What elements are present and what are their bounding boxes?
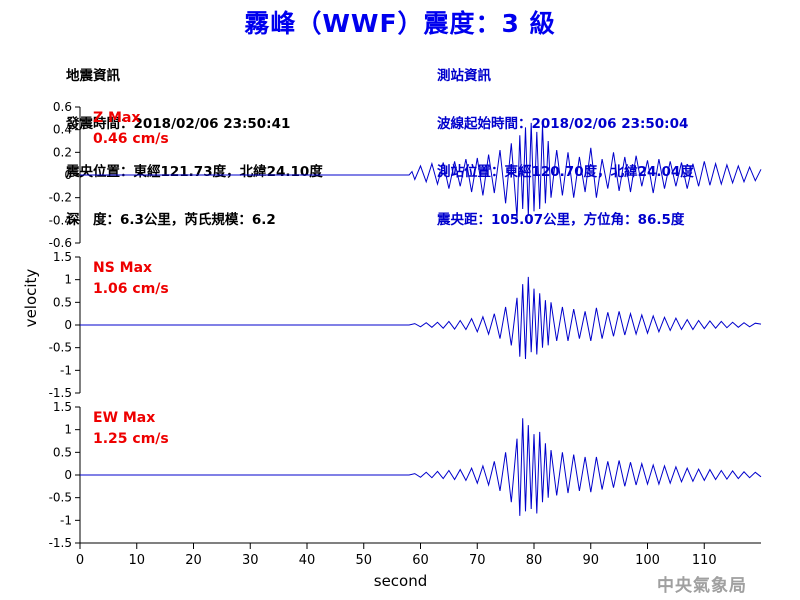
trace-ns-max: [80, 276, 762, 360]
x-tick-label: 40: [299, 553, 316, 568]
y-tick-label: -0.4: [49, 213, 72, 227]
y-tick-label: -1.5: [49, 536, 72, 550]
agency-watermark: 中央氣象局: [657, 576, 747, 596]
y-tick-label: 0: [64, 468, 72, 482]
y-tick-label: 0: [64, 168, 72, 182]
y-tick-label: 0.5: [53, 295, 72, 309]
y-tick-label: -1.5: [49, 386, 72, 400]
max-label: Z Max: [93, 110, 140, 126]
epicenter-location: 震央位置：東經121.73度，北緯24.10度: [66, 164, 323, 180]
trace-z-max: [80, 122, 762, 219]
x-tick-label: 110: [692, 553, 717, 568]
y-tick-label: 0.2: [53, 145, 72, 159]
y-tick-label: -1: [60, 513, 72, 527]
trace-ew-max: [80, 418, 762, 516]
x-axis-title: second: [374, 572, 428, 590]
y-tick-label: 1.5: [53, 250, 72, 264]
x-tick-label: 10: [128, 553, 145, 568]
max-value: 0.46 cm/s: [93, 131, 169, 147]
station-info-heading: 測站資訊: [437, 68, 491, 84]
y-tick-label: -0.2: [49, 191, 72, 205]
y-axis-title: velocity: [22, 269, 40, 328]
y-tick-label: -0.5: [49, 491, 72, 505]
y-tick-label: 0.4: [53, 123, 72, 137]
origin-time: 發震時間：2018/02/06 23:50:41: [66, 116, 291, 132]
x-tick-label: 70: [469, 553, 486, 568]
max-value: 1.06 cm/s: [93, 281, 169, 297]
x-tick-label: 20: [185, 553, 202, 568]
epicentral-distance: 震央距：105.07公里，方位角：86.5度: [437, 212, 685, 228]
y-tick-label: 1.5: [53, 400, 72, 414]
wave-start-time: 波線起始時間：2018/02/06 23:50:04: [437, 116, 689, 132]
event-info: 地震資訊 發震時間：2018/02/06 23:50:41 震央位置：東經121…: [66, 36, 323, 244]
y-tick-label: -1: [60, 363, 72, 377]
max-value: 1.25 cm/s: [93, 431, 169, 447]
page-title: 霧峰（WWF）震度：3 級: [244, 9, 556, 38]
x-tick-label: 60: [412, 553, 429, 568]
x-tick-label: 80: [526, 553, 543, 568]
y-tick-label: 1: [64, 273, 72, 287]
event-info-heading: 地震資訊: [66, 68, 120, 84]
y-tick-label: 0.6: [53, 100, 72, 114]
max-label: EW Max: [93, 410, 155, 426]
y-tick-label: -0.5: [49, 341, 72, 355]
max-label: NS Max: [93, 260, 152, 276]
x-tick-label: 50: [355, 553, 372, 568]
y-tick-label: 0.5: [53, 445, 72, 459]
y-tick-label: 1: [64, 423, 72, 437]
y-tick-label: -0.6: [49, 236, 72, 250]
depth-magnitude: 深 度：6.3公里，芮氏規模：6.2: [66, 212, 276, 228]
x-tick-label: 0: [76, 553, 84, 568]
y-tick-label: 0: [64, 318, 72, 332]
x-tick-label: 30: [242, 553, 259, 568]
x-tick-label: 100: [635, 553, 660, 568]
x-tick-label: 90: [582, 553, 599, 568]
